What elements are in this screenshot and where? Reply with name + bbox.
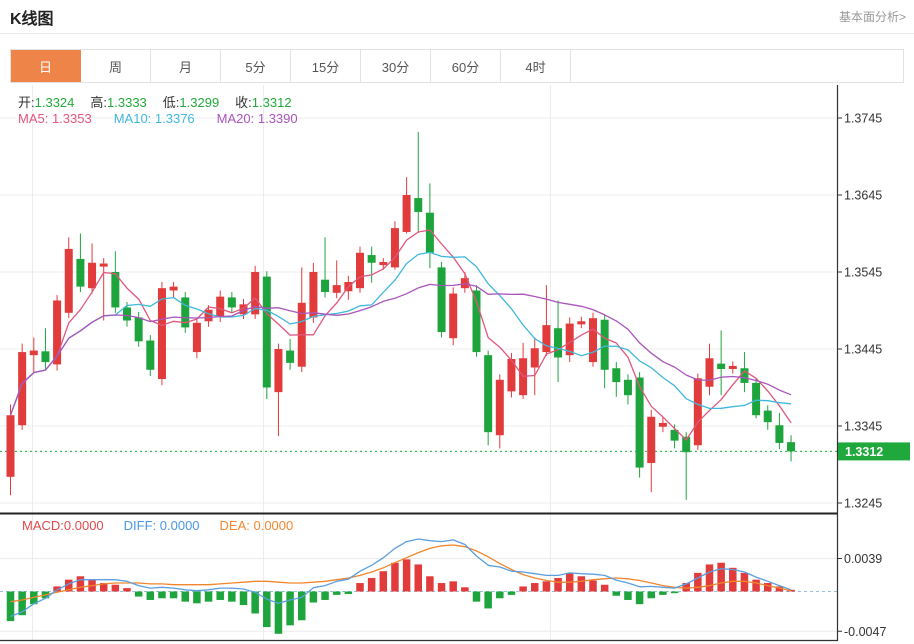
macd-axis-labels: 0.0039 -0.0047: [837, 552, 886, 639]
chart-axis: [0, 85, 839, 642]
svg-text:1.3745: 1.3745: [844, 112, 882, 126]
dea-value-legend: DEA: 0.0000: [219, 518, 294, 533]
ohlc-close: 收:1.3312: [235, 92, 291, 111]
svg-text:1.3345: 1.3345: [844, 420, 882, 434]
tab-week[interactable]: 周: [81, 50, 151, 82]
tab-30min[interactable]: 30分: [361, 50, 431, 82]
close-label: 收:: [235, 95, 252, 110]
tab-5min[interactable]: 5分: [221, 50, 291, 82]
close-value: 1.3312: [251, 95, 292, 110]
ohlc-open: 开:1.3324: [18, 92, 74, 111]
period-tab-bar: 日周月 5分 15分 30分 60分 4时: [10, 49, 904, 83]
diff-line: [10, 538, 792, 618]
tab-15min[interactable]: 15分: [291, 50, 361, 82]
tab-day[interactable]: 日: [11, 50, 81, 82]
tab-month[interactable]: 月: [151, 50, 221, 82]
macd-histogram: [6, 559, 795, 634]
tab-4hour[interactable]: 4时: [501, 50, 571, 82]
ma10-legend: MA10: 1.3376: [113, 111, 195, 126]
page-title: K线图: [10, 10, 54, 28]
svg-text:1.3545: 1.3545: [844, 266, 882, 280]
diff-value-legend: DIFF: 0.0000: [123, 518, 200, 533]
open-label: 开:: [18, 95, 35, 110]
ma20-legend: MA20: 1.3390: [216, 111, 298, 126]
svg-text:1.3645: 1.3645: [844, 189, 882, 203]
fundamental-analysis-link[interactable]: 基本面分析>: [838, 10, 906, 24]
low-label: 低:: [162, 95, 180, 110]
high-value: 1.3333: [107, 95, 147, 110]
svg-text:1.3312: 1.3312: [845, 445, 883, 459]
page-header: K线图 基本面分析>: [0, 0, 914, 34]
current-price-badge: 1.3312: [838, 442, 910, 461]
high-label: 高:: [90, 95, 108, 110]
ma5-legend: MA5: 1.3353: [18, 111, 92, 126]
macd-legend: MACD:0.0000 DIFF: 0.0000 DEA: 0.0000: [22, 518, 293, 533]
ma10-line: [9, 251, 792, 416]
ohlc-low: 低:1.3299: [163, 92, 219, 111]
low-value: 1.3299: [179, 95, 220, 110]
ma-legend: MA5: 1.3353 MA10: 1.3376 MA20: 1.3390: [18, 111, 298, 126]
price-axis-labels: 1.3745 1.3645 1.3545 1.3445 1.3345 1.3245: [837, 112, 882, 511]
tab-60min[interactable]: 60分: [431, 50, 501, 82]
svg-text:-0.0047: -0.0047: [844, 625, 886, 639]
gridlines: [0, 85, 837, 641]
svg-text:1.3245: 1.3245: [844, 497, 882, 511]
ohlc-legend: 开:1.3324 高:1.3333 低:1.3299 收:1.3312: [18, 92, 292, 111]
dea-line: [10, 544, 792, 603]
macd-value-legend: MACD:0.0000: [22, 518, 104, 533]
svg-text:1.3445: 1.3445: [844, 343, 882, 357]
ma5-line: [9, 229, 792, 441]
ohlc-high: 高:1.3333: [90, 92, 146, 111]
open-value: 1.3324: [34, 95, 75, 110]
svg-text:0.0039: 0.0039: [844, 552, 882, 566]
ma20-line: [9, 283, 792, 416]
